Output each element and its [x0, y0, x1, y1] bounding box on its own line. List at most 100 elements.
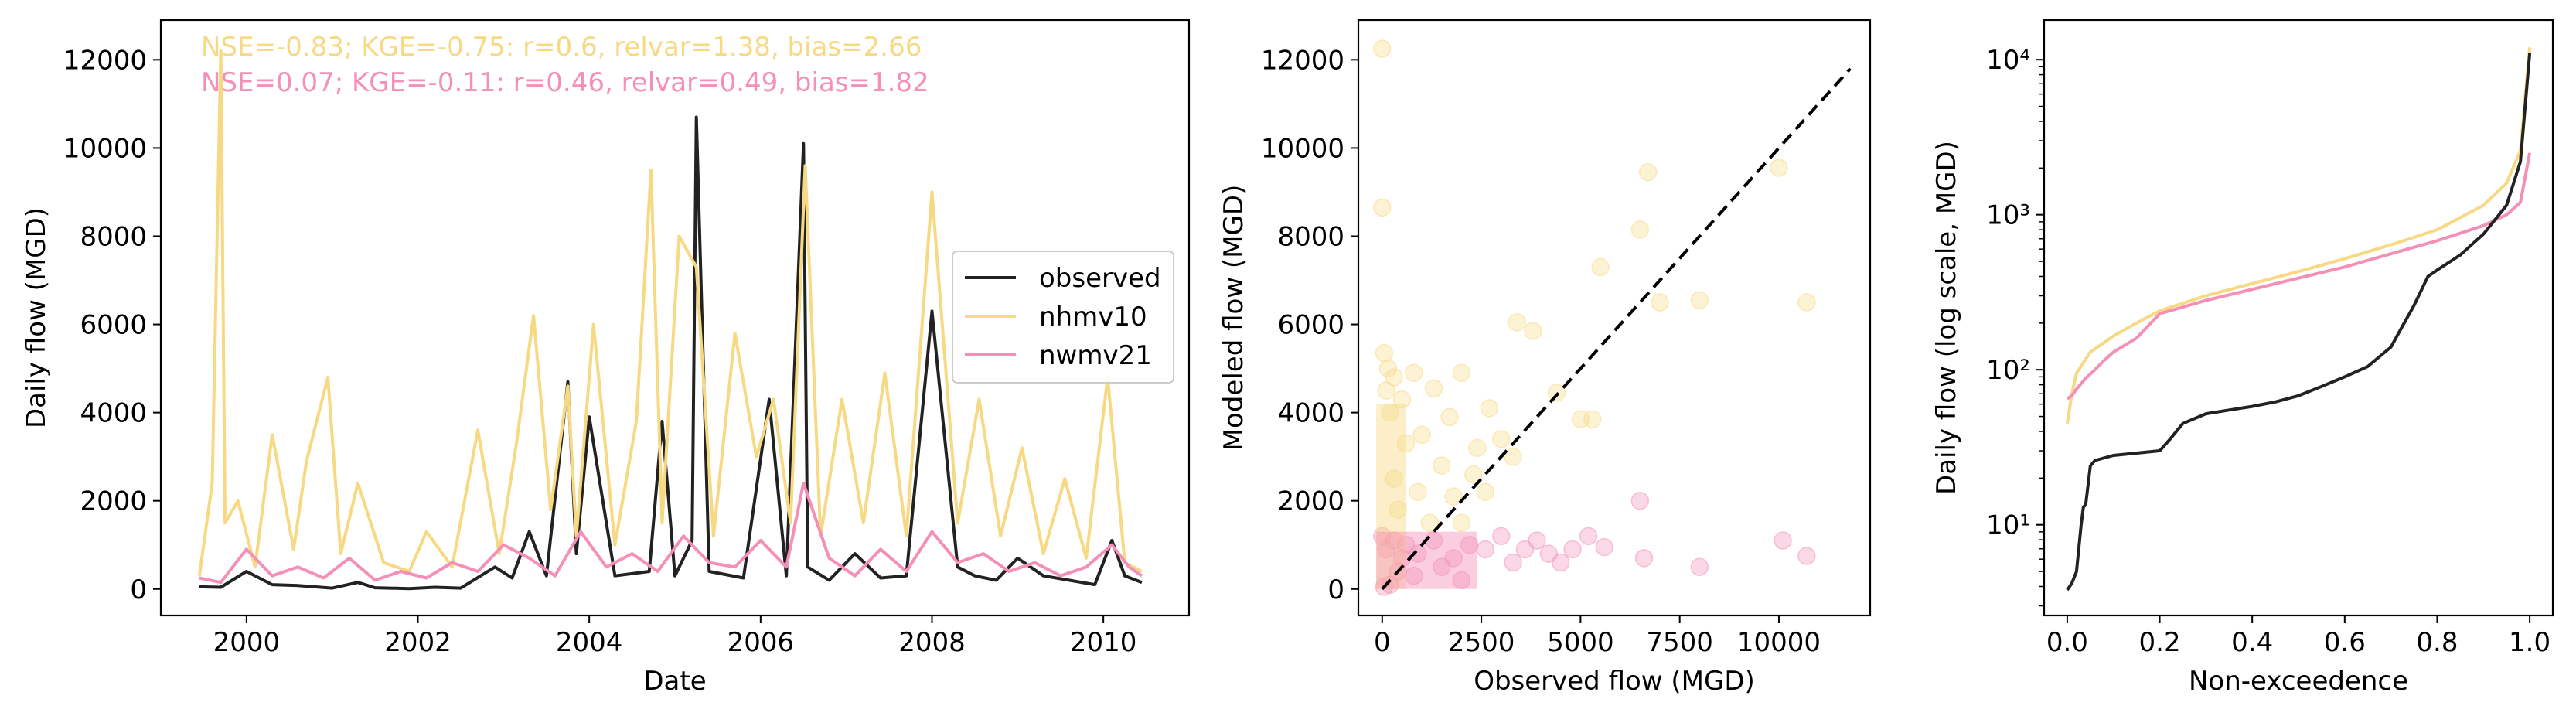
- plot-frame: [2043, 19, 2554, 617]
- nhmv10-point: [1651, 293, 1669, 312]
- nhmv10-point: [1591, 257, 1610, 277]
- nhmv10-point: [1797, 293, 1816, 312]
- nhmv10-point: [1409, 482, 1427, 502]
- y-tick-label: 10000: [1261, 133, 1344, 164]
- nwmv21-point: [1504, 553, 1522, 572]
- x-tick-label: 0.2: [2139, 627, 2181, 658]
- nhmv10-point: [1440, 407, 1459, 427]
- x-tick-label: 10000: [1737, 627, 1821, 658]
- nwmv21-point: [1385, 531, 1403, 550]
- x-tick-label: 5000: [1547, 627, 1614, 658]
- legend-entry: nhmv10: [1039, 302, 1147, 332]
- y-tick-label: 12000: [63, 45, 147, 76]
- nhmv10-point: [1770, 159, 1788, 177]
- y-tick-label: 10⁴: [1986, 45, 2030, 76]
- nhmv10-point: [1630, 220, 1650, 239]
- nhmv10-point: [1452, 363, 1471, 383]
- y-tick-label: 2000: [80, 486, 147, 517]
- y-tick-label: 8000: [1277, 221, 1344, 252]
- nwmv21-line: [199, 481, 1143, 585]
- x-tick-label: 2010: [1070, 627, 1137, 658]
- observed-line: [199, 115, 1143, 591]
- nhmv10-point: [1385, 368, 1403, 387]
- nhmv10-point: [1373, 198, 1392, 217]
- nwmv21-point: [1452, 571, 1471, 590]
- legend-entry: observed: [1039, 263, 1161, 294]
- nhmv10-point: [1508, 312, 1527, 332]
- x-axis-label: Date: [643, 666, 706, 697]
- legend-frame: [952, 251, 1174, 384]
- plot-frame: [1357, 19, 1872, 617]
- nhmv10-point: [1375, 343, 1394, 363]
- nwmv21-point: [1551, 553, 1570, 572]
- nhmv10-point: [1476, 482, 1494, 502]
- y-tick-label: 4000: [1277, 398, 1344, 429]
- x-tick-label: 0.4: [2231, 627, 2273, 658]
- x-tick-label: 2000: [213, 627, 281, 658]
- y-axis-label: Daily flow (log scale, MGD): [1931, 141, 1962, 495]
- nwmv21-point: [1433, 557, 1451, 577]
- y-tick-label: 10¹: [1986, 510, 2030, 541]
- metrics-annotation: NSE=-0.83; KGE=-0.75: r=0.6, relvar=1.38…: [201, 32, 922, 63]
- y-tick-label: 8000: [80, 221, 147, 252]
- one-to-one-line: [1381, 67, 1852, 591]
- y-tick-label: 6000: [80, 310, 147, 341]
- x-tick-label: 2006: [727, 627, 795, 658]
- metrics-annotation: NSE=0.07; KGE=-0.11: r=0.46, relvar=0.49…: [201, 67, 929, 98]
- nhmv10-point: [1405, 363, 1423, 383]
- x-tick-label: 0.6: [2324, 627, 2366, 658]
- nhmv10-point: [1583, 410, 1602, 428]
- nhmv10-point: [1381, 403, 1399, 422]
- nwmv21-point: [1797, 547, 1816, 565]
- y-tick-label: 0: [130, 575, 147, 605]
- nhmv10-point: [1385, 469, 1403, 488]
- x-tick-label: 1.0: [2509, 627, 2550, 658]
- nhmv10-point: [1491, 430, 1511, 448]
- x-tick-label: 2002: [384, 627, 451, 658]
- y-tick-label: 2000: [1277, 486, 1344, 517]
- nwmv21-point: [1563, 540, 1582, 559]
- legend: observed nhmv10 nwmv21: [952, 251, 1174, 384]
- nhmv10-point: [1424, 379, 1443, 398]
- x-axis-label: Observed flow (MGD): [1474, 666, 1755, 697]
- y-tick-label: 10²: [1986, 355, 2030, 386]
- nwmv21-fdc-line: [2066, 152, 2532, 401]
- y-axis-label: Modeled flow (MGD): [1218, 185, 1249, 452]
- nhmv10-point: [1389, 500, 1408, 519]
- y-tick-label: 10³: [1986, 200, 2030, 231]
- nwmv21-point: [1690, 557, 1709, 577]
- nwmv21-point: [1630, 491, 1650, 510]
- nhmv10-point: [1412, 425, 1431, 444]
- y-axis-label: Daily flow (MGD): [21, 207, 52, 428]
- nhmv10-point: [1373, 39, 1392, 58]
- nhmv10-point: [1464, 465, 1483, 484]
- nwmv21-point: [1595, 537, 1613, 557]
- fdc-panel: 0.0 0.2 0.4 0.6 0.8 1.0 10¹ 10² 10³ 10⁴ Non-exceed…: [1931, 19, 2554, 697]
- nwmv21-point: [1405, 566, 1423, 585]
- nhmv10-point: [1420, 513, 1440, 532]
- nhmv10-point: [1524, 322, 1542, 340]
- nhmv10-point: [1690, 291, 1709, 309]
- nwmv21-point: [1774, 531, 1792, 550]
- plot-frame: [159, 19, 1191, 617]
- nhmv10-point: [1396, 434, 1416, 453]
- y-tick-label: 6000: [1277, 310, 1344, 341]
- nwmv21-point: [1634, 549, 1654, 568]
- y-tick-label: 0: [1327, 575, 1344, 605]
- nhmv10-point-cluster: [1376, 404, 1406, 589]
- nhmv10-point: [1504, 447, 1522, 466]
- x-tick-label: 0.8: [2416, 627, 2458, 658]
- timeseries-panel: 2000 2002 2004 2006 2008 2010 0 2000 4000 6000 800…: [21, 19, 1191, 697]
- nhmv10-point: [1452, 513, 1471, 532]
- observed-fdc-line: [2066, 53, 2532, 592]
- nhmv10-point: [1638, 163, 1658, 182]
- nhmv10-point: [1377, 381, 1395, 400]
- x-tick-label: 0.0: [2046, 627, 2088, 658]
- x-tick-label: 2004: [556, 627, 623, 658]
- nwmv21-point: [1579, 527, 1598, 546]
- scatter-panel: 0 2500 5000 7500 10000 0 2000 4000 6000 8000 10000…: [1218, 19, 1872, 697]
- y-tick-label: 4000: [80, 398, 147, 429]
- nhmv10-fdc-line: [2065, 47, 2532, 424]
- series-lines: [197, 49, 1143, 591]
